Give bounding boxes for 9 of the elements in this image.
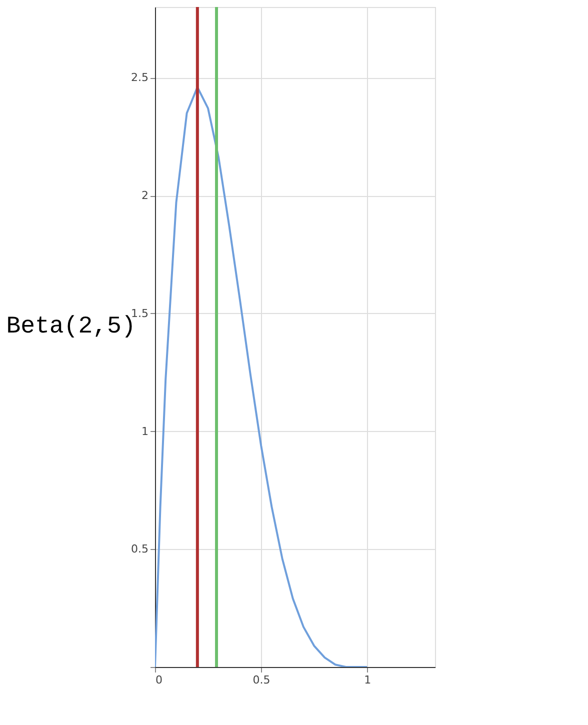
x-tick-label: 0.5 (252, 674, 270, 686)
x-tick-label: 1 (364, 674, 372, 686)
y-tick-label: 1.5 (131, 306, 148, 320)
y-tick-label: 1 (142, 424, 148, 438)
y-tick-label: 2.5 (131, 71, 148, 84)
y-tick-label: 0.5 (131, 542, 148, 556)
y-tick-label: 2 (142, 189, 148, 202)
x-tick-label: 0 (156, 674, 162, 686)
line-series (155, 86, 368, 667)
